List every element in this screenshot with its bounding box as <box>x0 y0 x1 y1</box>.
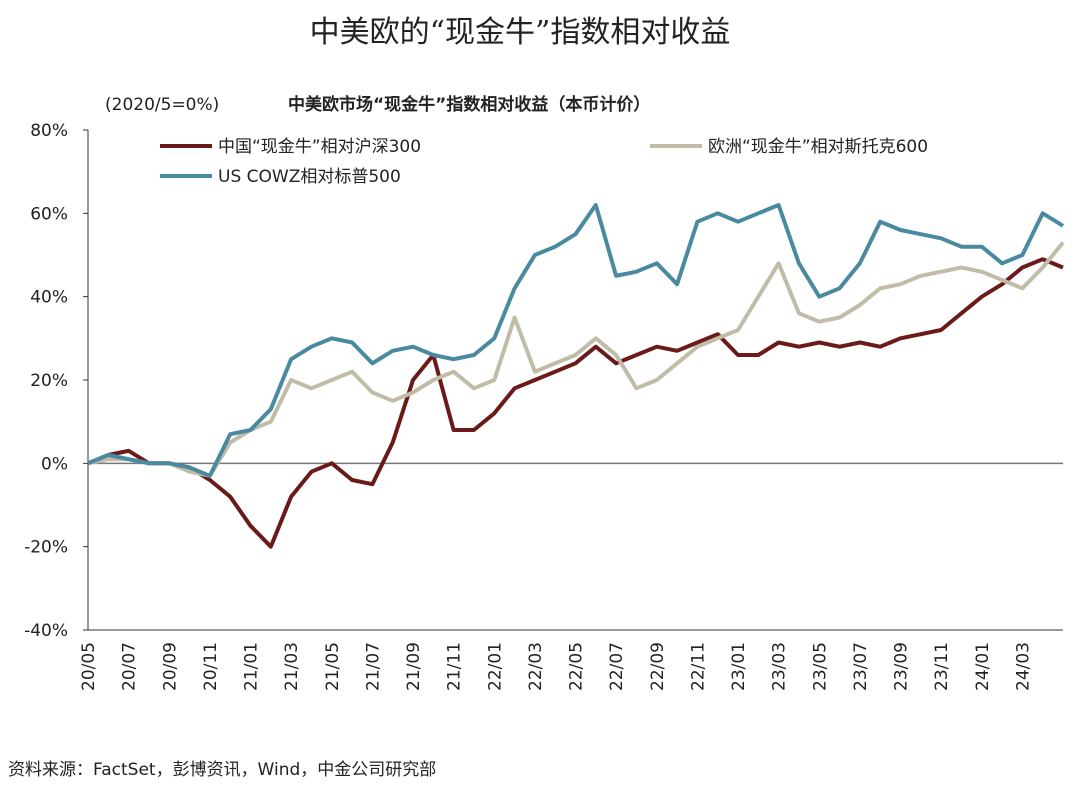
y-tick-label: 80% <box>30 121 68 141</box>
x-tick-label: 20/11 <box>201 642 221 691</box>
x-tick-label: 23/05 <box>810 642 830 691</box>
note: (2020/5=0%) <box>105 95 219 115</box>
x-tick-label: 20/05 <box>79 642 99 691</box>
y-tick-label: -40% <box>24 621 68 641</box>
x-tick-label: 21/07 <box>363 642 383 691</box>
x-tick-label: 23/01 <box>729 642 749 691</box>
chart-title: 中美欧的“现金牛”指数相对收益 <box>310 15 731 50</box>
x-tick-label: 21/01 <box>242 642 262 691</box>
x-tick-label: 24/01 <box>973 642 993 691</box>
x-tick-label: 24/03 <box>1013 642 1033 691</box>
x-tick-label: 21/03 <box>282 642 302 691</box>
source: 资料来源：FactSet，彭博资讯，Wind，中金公司研究部 <box>8 760 436 780</box>
x-tick-label: 21/05 <box>323 642 343 691</box>
x-tick-label: 22/03 <box>526 642 546 691</box>
y-tick-label: 60% <box>30 204 68 224</box>
legend-label: US COWZ相对标普500 <box>218 167 401 187</box>
legend-label: 欧洲“现金牛”相对斯托克600 <box>708 137 928 157</box>
series-line <box>87 203 1065 478</box>
x-tick-label: 23/11 <box>932 642 952 691</box>
x-tick-label: 21/09 <box>404 642 424 691</box>
series-line <box>87 241 1065 478</box>
x-tick-label: 23/03 <box>770 642 790 691</box>
x-tick-label: 22/09 <box>648 642 668 691</box>
x-tick-label: 22/07 <box>607 642 627 691</box>
x-tick-label: 22/11 <box>688 642 708 691</box>
series-line <box>87 257 1064 549</box>
x-tick-label: 22/01 <box>485 642 505 691</box>
x-tick-label: 23/09 <box>892 642 912 691</box>
subtitle: 中美欧市场“现金牛”指数相对收益（本币计价） <box>288 94 650 115</box>
y-tick-label: 0% <box>41 454 68 474</box>
x-tick-label: 20/07 <box>120 642 140 691</box>
x-tick-label: 21/11 <box>445 642 465 691</box>
x-tick-label: 23/07 <box>851 642 871 691</box>
y-tick-label: -20% <box>24 538 68 558</box>
y-tick-label: 20% <box>30 371 68 391</box>
x-tick-label: 22/05 <box>567 642 587 691</box>
x-tick-label: 20/09 <box>160 642 180 691</box>
y-tick-label: 40% <box>30 288 68 308</box>
legend-label: 中国“现金牛”相对沪深300 <box>218 137 421 157</box>
